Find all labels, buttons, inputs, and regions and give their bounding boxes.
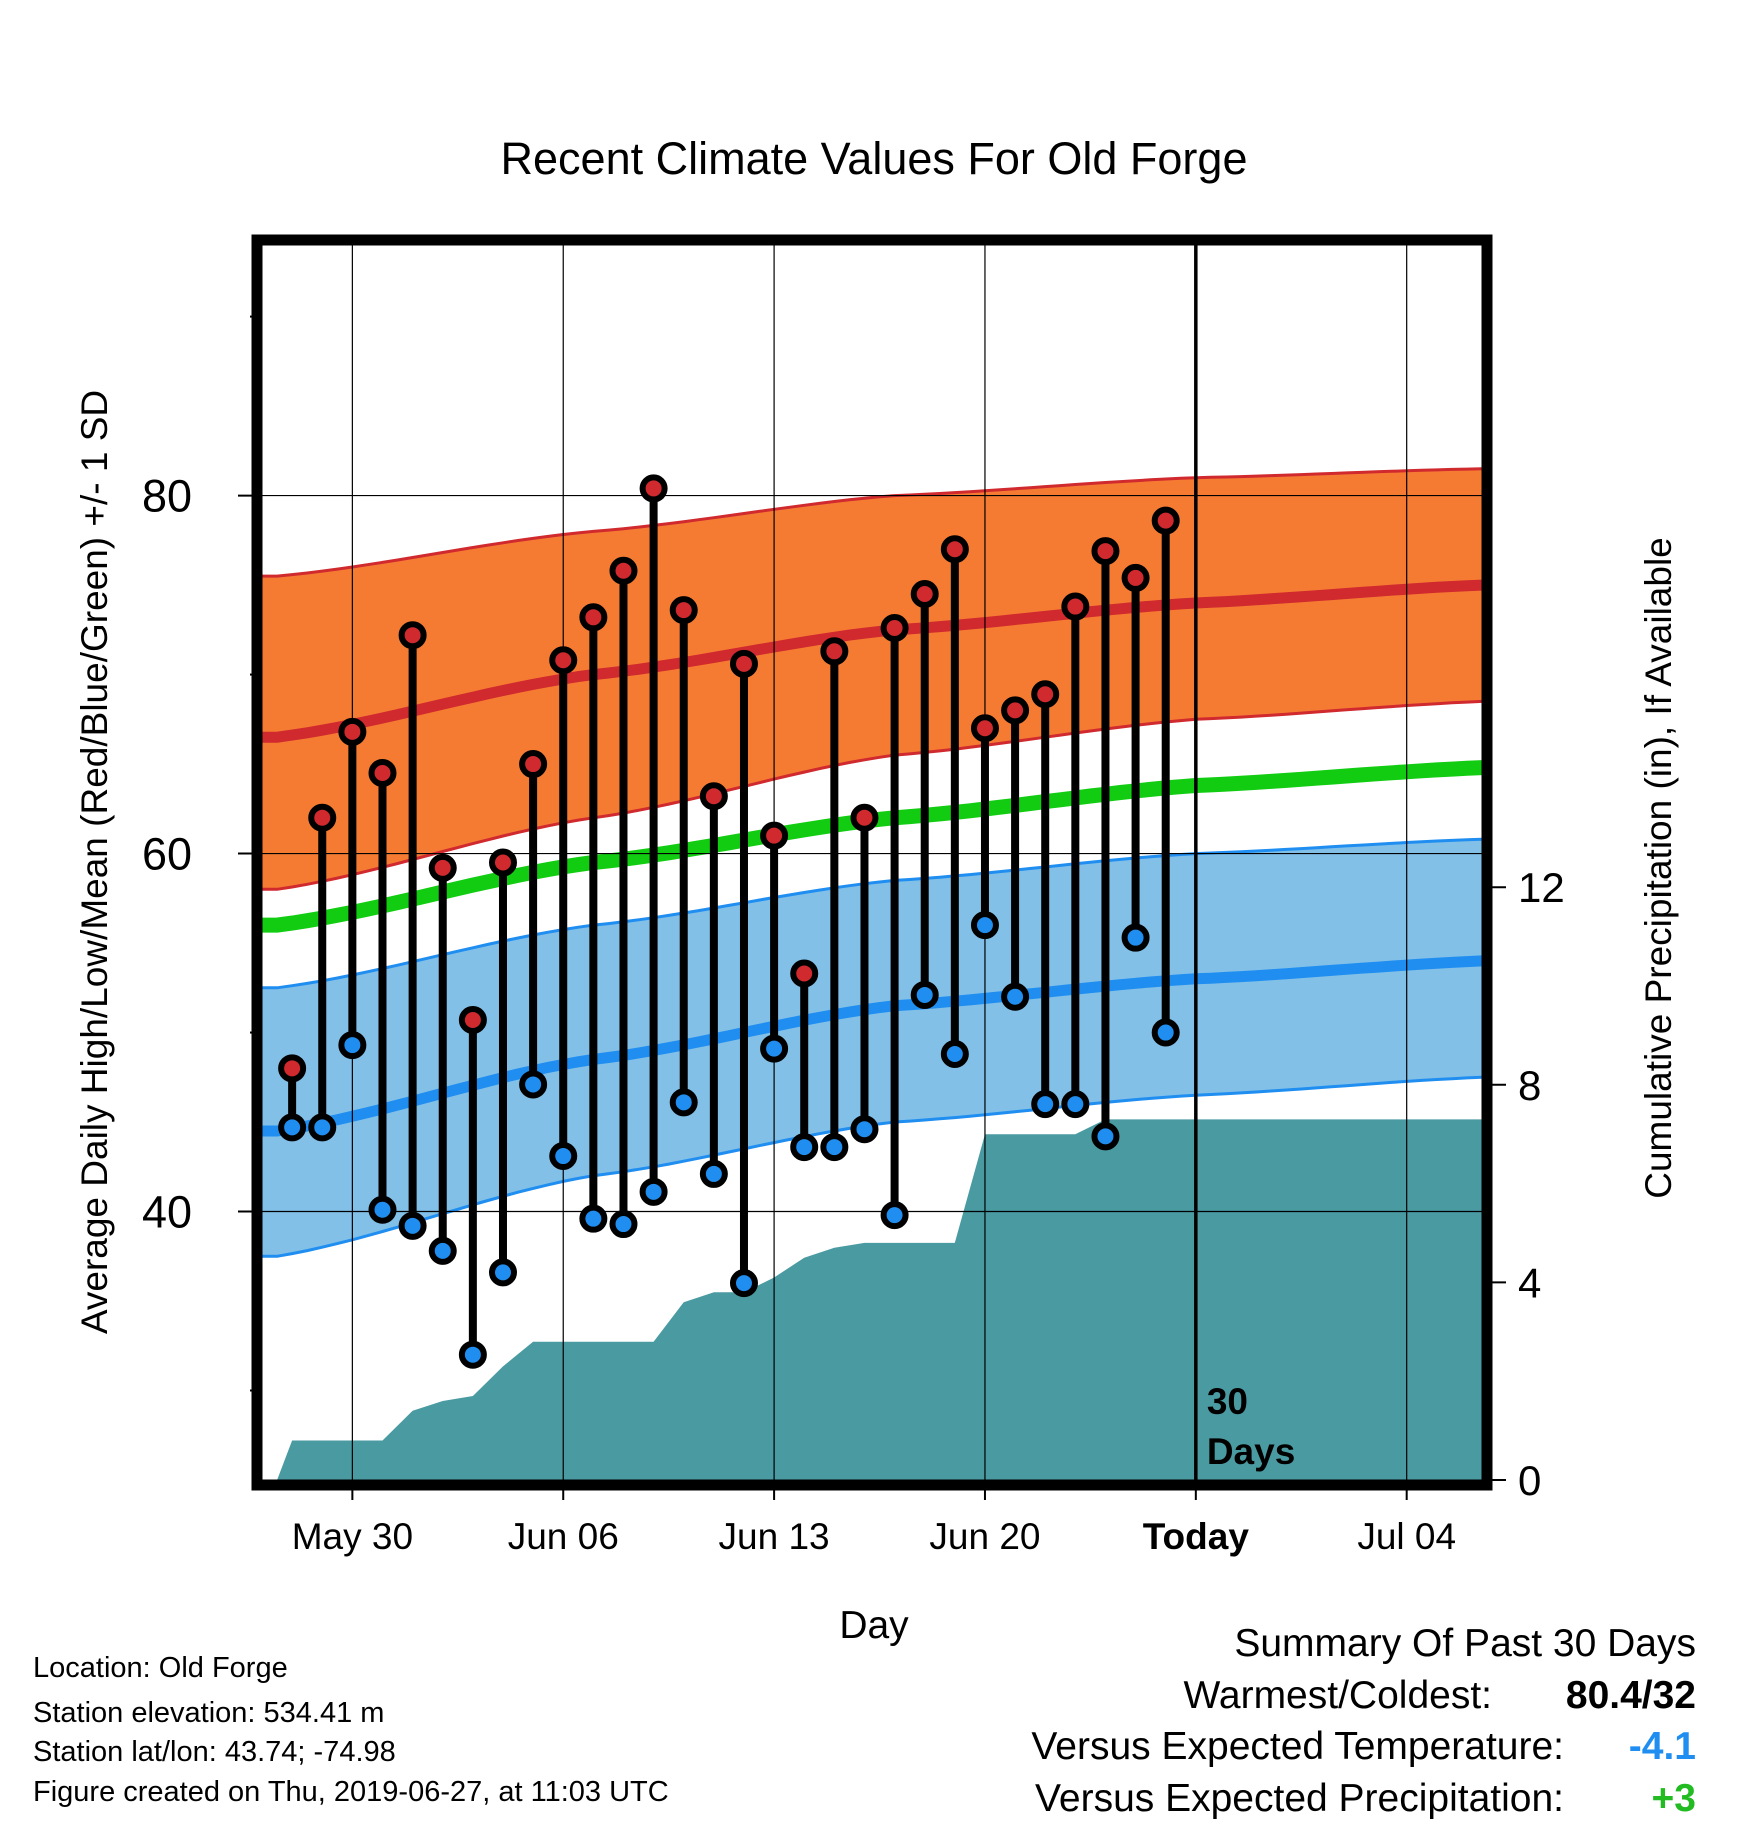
low-point [1031,1090,1060,1119]
summary-warmest-coldest-value: 80.4/32 [1565,1674,1696,1717]
summary-precip-label: Versus Expected Precipitation: [1035,1777,1564,1820]
info-location: Location: Old Forge [33,1652,288,1684]
low-point [609,1210,638,1239]
high-point [368,759,397,788]
high-point [519,750,548,779]
y-tick-label-left: 40 [142,1187,192,1238]
low-point [760,1034,789,1063]
low-point [549,1142,578,1171]
low-point [669,1088,698,1117]
high-point [940,535,969,564]
high-point [639,474,668,503]
x-tick-label: Jul 04 [1357,1516,1456,1557]
x-axis-label: Day [839,1604,909,1647]
today-days-label: Days [1207,1431,1295,1472]
plot-frame [251,234,1493,1491]
high-point [790,959,819,988]
y-tick-label-right: 8 [1518,1062,1541,1109]
high-point [699,782,728,811]
high-point [549,646,578,675]
high-point [1121,563,1150,592]
summary-temp-label: Versus Expected Temperature: [1031,1725,1564,1768]
low-point [910,980,939,1009]
low-point [940,1040,969,1069]
high-mean-line [262,579,1482,743]
low-point [488,1258,517,1287]
high-point [579,603,608,632]
high-point [760,821,789,850]
low-point [398,1211,427,1240]
summary-title: Summary Of Past 30 Days [1234,1622,1696,1665]
high-point [398,621,427,650]
high-lower-line [262,699,1482,891]
summary-warmest-coldest-label: Warmest/Coldest: [1183,1674,1492,1717]
x-tick-label: Jun 20 [929,1516,1040,1557]
y-tick-label-left: 60 [142,829,192,880]
x-tick-label: May 30 [292,1516,413,1557]
info-created: Figure created on Thu, 2019-06-27, at 11… [33,1776,669,1808]
low-point [278,1113,307,1142]
y-tick-label-right: 4 [1518,1259,1541,1306]
low-point [308,1113,337,1142]
x-tick-label: Jun 06 [508,1516,619,1557]
high-point [609,556,638,585]
y-tick-label-right: 12 [1518,864,1565,911]
high-point [970,714,999,743]
low-mean-line [262,955,1482,1137]
low-point [699,1159,728,1188]
low-point [458,1340,487,1369]
low-point [820,1133,849,1162]
low-point [338,1031,367,1060]
low-point [368,1195,397,1224]
high-point [729,649,758,678]
low-point [519,1070,548,1099]
chart-title: Recent Climate Values For Old Forge [501,133,1248,184]
x-tick-label: Today [1143,1516,1250,1557]
y-axis-label-right: Cumulative Precipitation (in), If Availa… [1638,537,1679,1199]
low-point [850,1115,879,1144]
high-point [458,1006,487,1035]
low-point [1121,923,1150,952]
high-point [278,1054,307,1083]
high-point [880,614,909,643]
low-point [1151,1018,1180,1047]
summary-temp-value: -4.1 [1628,1725,1696,1768]
high-point [1001,696,1030,725]
precipitation-area [277,1119,1482,1480]
high-point [669,596,698,625]
y-tick-label-right: 0 [1518,1457,1541,1504]
high-point [308,803,337,832]
low-point [428,1236,457,1265]
low-point [970,911,999,940]
low-point [639,1177,668,1206]
high-point [1091,537,1120,566]
info-latlon: Station lat/lon: 43.74; -74.98 [33,1736,396,1768]
high-point [1031,680,1060,709]
low-point [790,1133,819,1162]
y-axis-label-left: Average Daily High/Low/Mean (Red/Blue/Gr… [74,390,115,1334]
high-point [428,853,457,882]
low-point [1001,982,1030,1011]
y-tick-label-left: 80 [142,471,192,522]
low-point [729,1269,758,1298]
low-point [1091,1122,1120,1151]
high-point [338,717,367,746]
high-point [488,848,517,877]
x-tick-label: Jun 13 [719,1516,830,1557]
high-point [850,803,879,832]
info-elevation: Station elevation: 534.41 m [33,1697,385,1729]
high-point [910,580,939,609]
low-point [880,1201,909,1230]
low-upper-line [262,837,1482,990]
low-point [579,1204,608,1233]
today-days-label: 30 [1207,1381,1248,1422]
high-point [820,637,849,666]
high-point [1151,506,1180,535]
high-point [1061,592,1090,621]
high-upper-line [262,467,1482,578]
low-point [1061,1090,1090,1119]
summary-precip-value: +3 [1651,1777,1696,1820]
